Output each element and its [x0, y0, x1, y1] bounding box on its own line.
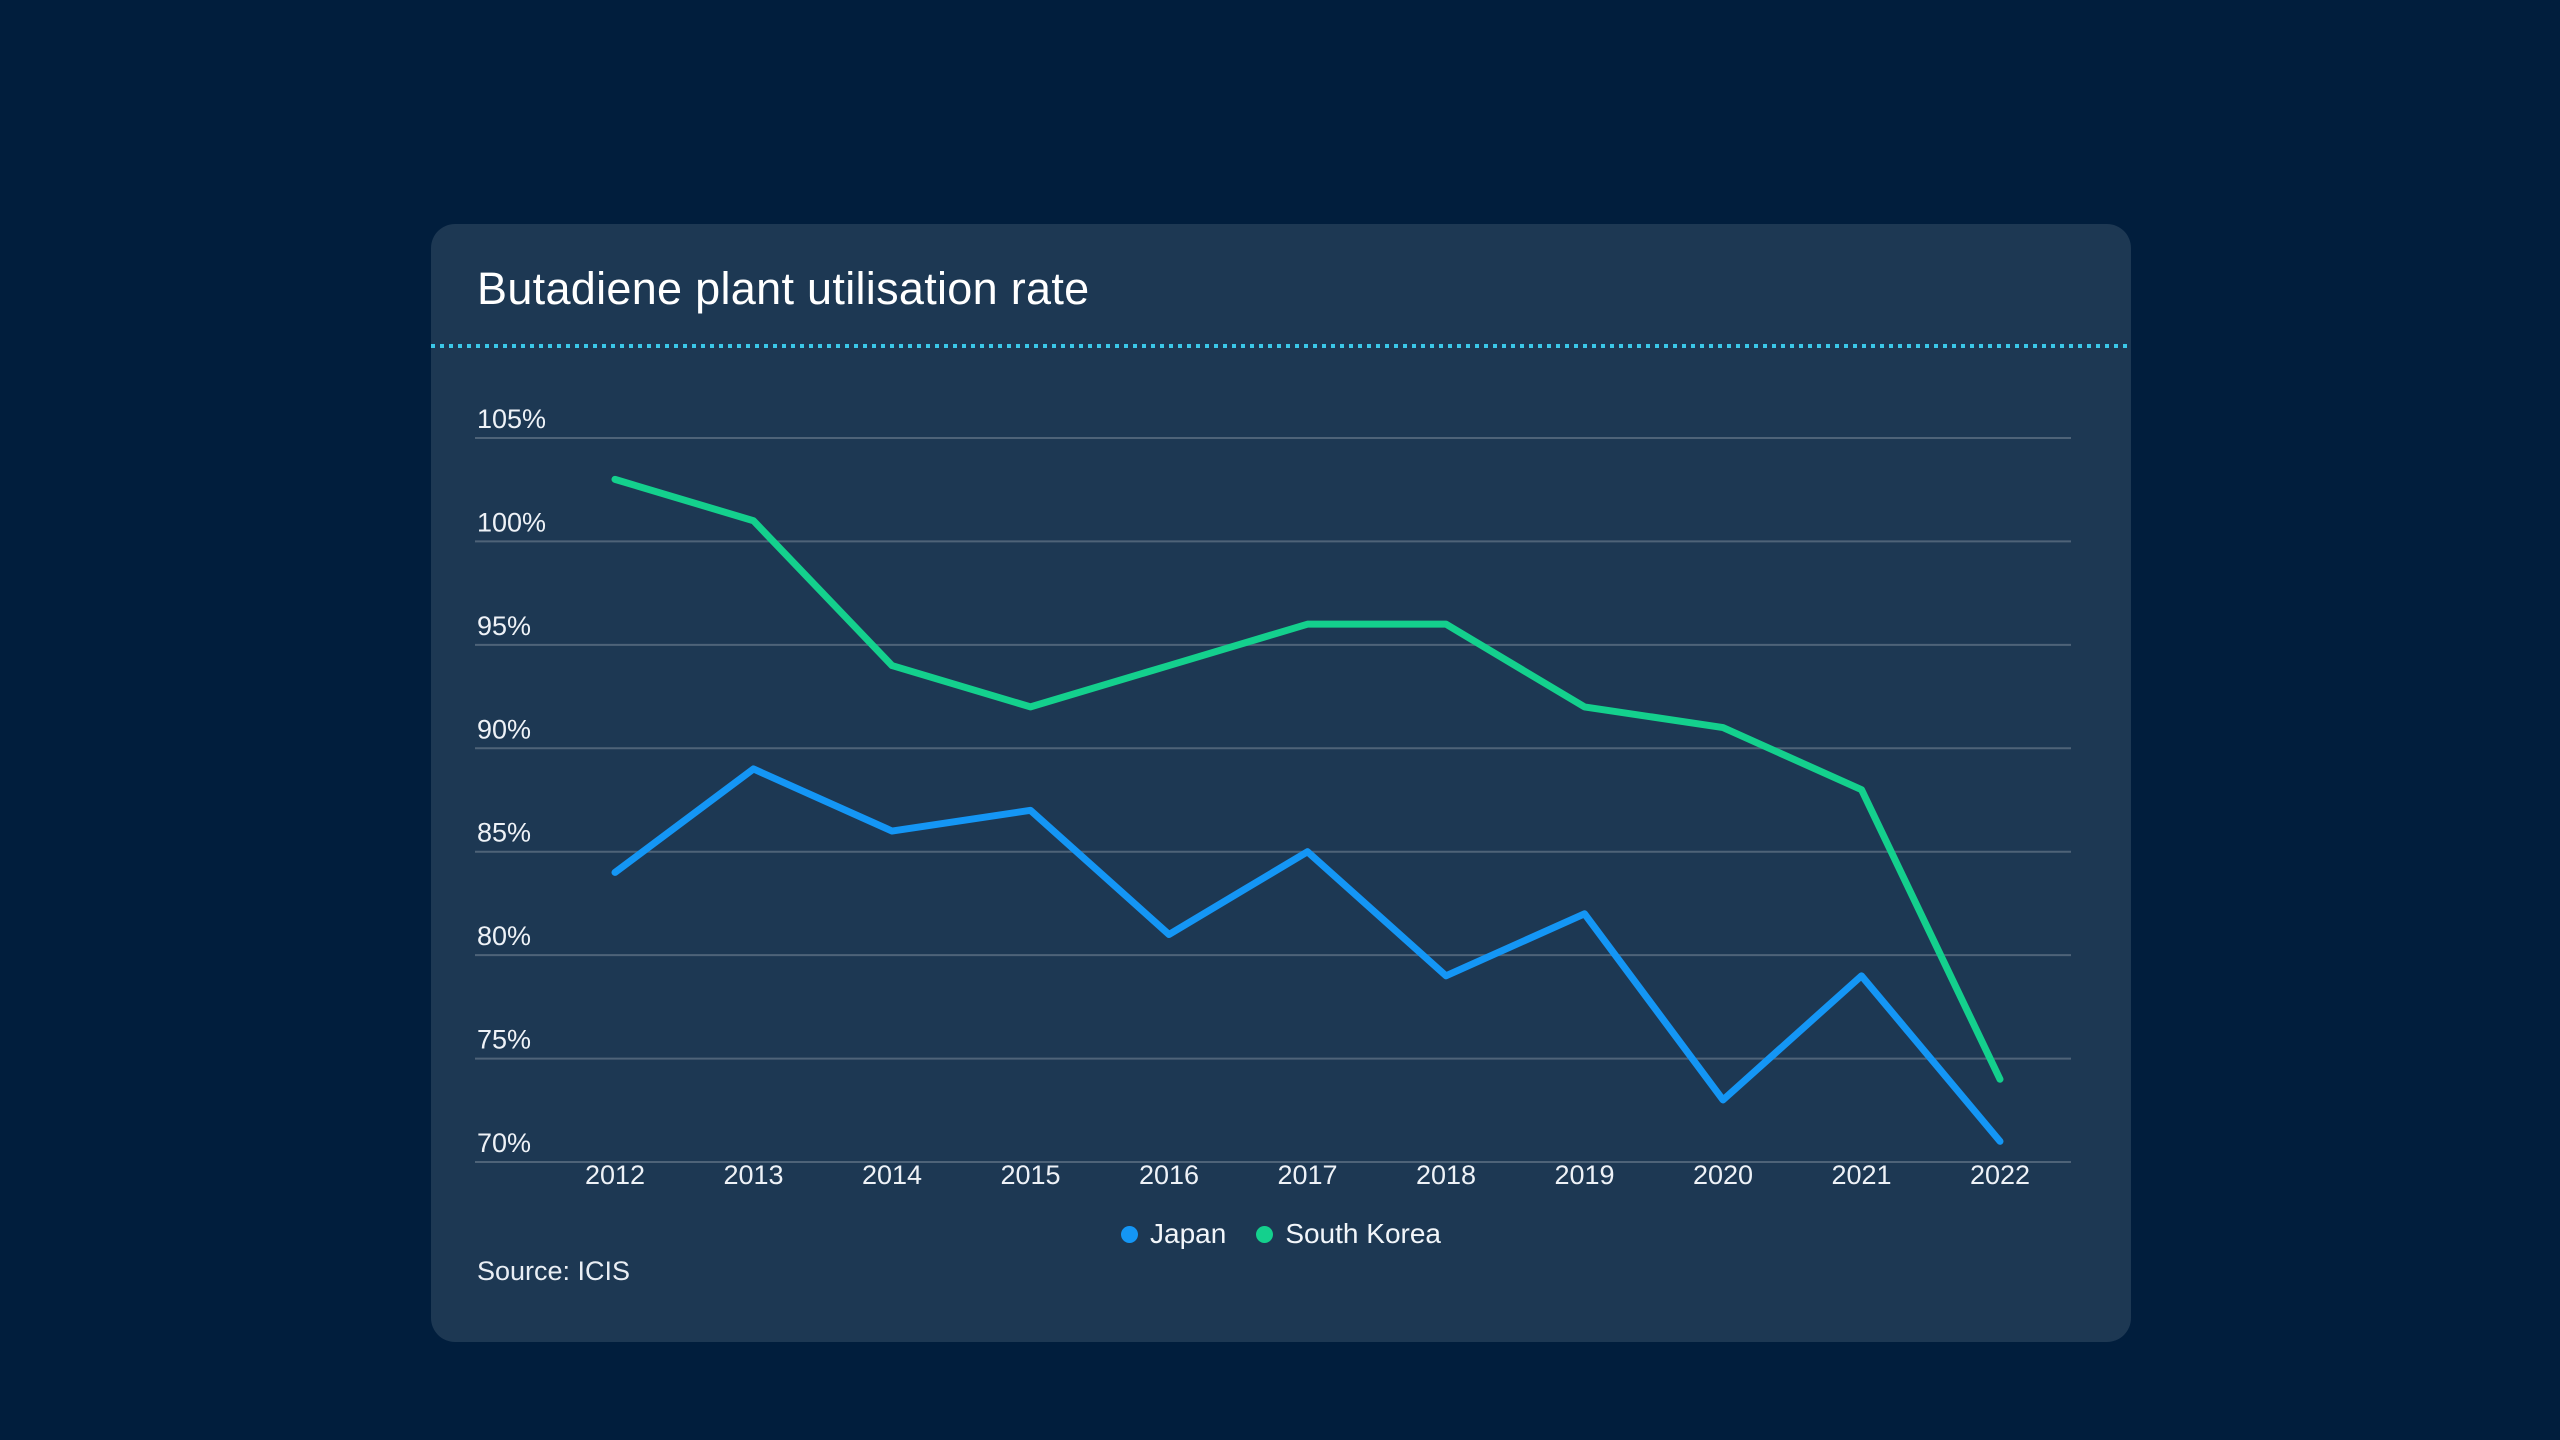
- y-tick-label: 90%: [477, 714, 531, 744]
- south-korea-legend-dot: [1256, 1225, 1274, 1243]
- legend-label-south-korea: South Korea: [1285, 1218, 1441, 1249]
- x-tick-label: 2017: [1277, 1160, 1337, 1190]
- legend-item-south-korea: South Korea: [1256, 1218, 1441, 1250]
- chart-title: Butadiene plant utilisation rate: [477, 263, 1090, 314]
- japan-legend-dot: [1121, 1225, 1139, 1243]
- x-tick-label: 2019: [1554, 1160, 1614, 1190]
- y-tick-label: 80%: [477, 921, 531, 951]
- x-tick-label: 2016: [1139, 1160, 1199, 1190]
- x-tick-label: 2015: [1000, 1160, 1060, 1190]
- source-label: Source: ICIS: [477, 1256, 631, 1286]
- x-tick-label: 2022: [1970, 1160, 2030, 1190]
- legend-label-japan: Japan: [1150, 1218, 1227, 1249]
- y-tick-label: 70%: [477, 1128, 531, 1158]
- x-tick-label: 2018: [1416, 1160, 1476, 1190]
- legend-item-japan: Japan: [1121, 1218, 1226, 1250]
- chart-card: Butadiene plant utilisation rate 105% 100…: [431, 224, 2131, 1342]
- y-tick-label: 95%: [477, 611, 531, 641]
- x-tick-label: 2012: [585, 1160, 645, 1190]
- y-tick-label: 100%: [477, 507, 546, 537]
- south-korea-line: [611, 475, 2004, 1083]
- line-chart: 105% 100% 95% 90% 85% 80% 75% 70% 2012 2013 2014 20…: [475, 404, 2071, 1190]
- x-tick-label: 2013: [723, 1160, 783, 1190]
- x-tick-label: 2021: [1831, 1160, 1891, 1190]
- y-tick-label: 105%: [477, 404, 546, 434]
- y-tick-label: 75%: [477, 1025, 531, 1055]
- japan-line: [611, 765, 2004, 1145]
- title-separator: [431, 344, 2131, 348]
- x-tick-label: 2020: [1693, 1160, 1753, 1190]
- x-tick-label: 2014: [862, 1160, 922, 1190]
- chart-legend: Japan South Korea: [431, 1218, 2131, 1250]
- y-tick-label: 85%: [477, 818, 531, 848]
